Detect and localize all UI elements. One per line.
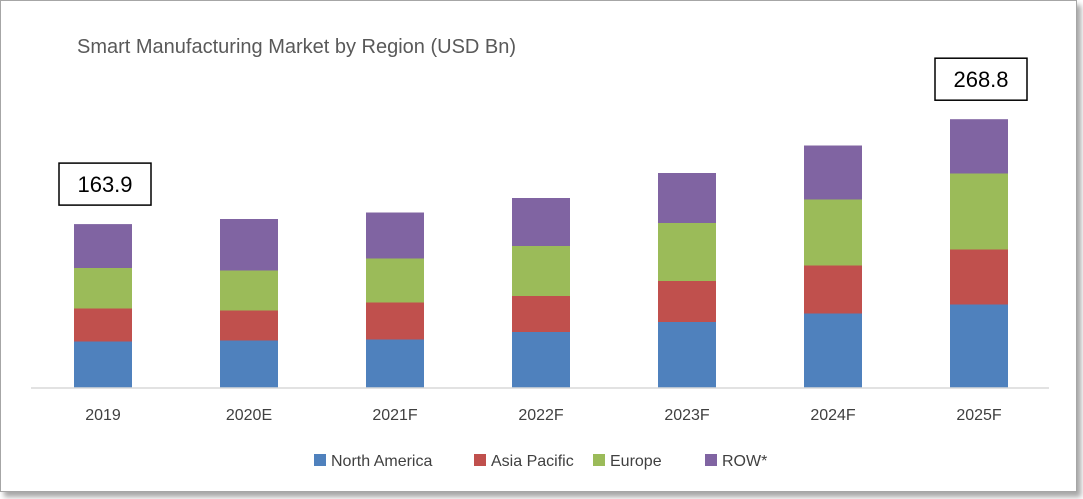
bar-north-america-2022f xyxy=(512,332,570,388)
ticks-layer: 2019 2020E 2021F 2022F 2023F 2024F 2025F xyxy=(85,407,1002,424)
bar-asia-pacific-2022f xyxy=(512,296,570,332)
x-tick-label: 2024F xyxy=(810,407,856,424)
chart-svg: Smart Manufacturing Market by Region (US… xyxy=(31,36,1049,470)
legend-label-row: ROW* xyxy=(722,453,767,470)
callout-total-label: 163.9 xyxy=(77,172,132,197)
bar-asia-pacific-2020e xyxy=(220,310,278,341)
bar-north-america-2023f xyxy=(658,322,716,388)
bar-row-2025f xyxy=(950,119,1008,174)
bar-north-america-2020e xyxy=(220,340,278,388)
chart-title: Smart Manufacturing Market by Region (US… xyxy=(77,36,516,58)
bar-asia-pacific-2023f xyxy=(658,281,716,322)
bar-asia-pacific-2024f xyxy=(804,265,862,314)
legend-swatch-asia-pacific xyxy=(474,454,486,466)
bar-asia-pacific-2025f xyxy=(950,249,1008,305)
bar-europe-2023f xyxy=(658,223,716,281)
bar-row-2019 xyxy=(74,224,132,268)
x-tick-label: 2022F xyxy=(518,407,564,424)
callout-box xyxy=(58,162,152,206)
bar-row-2020e xyxy=(220,219,278,271)
bar-europe-2025f xyxy=(950,173,1008,250)
callout-total-label: 268.8 xyxy=(953,67,1008,92)
bar-north-america-2019 xyxy=(74,341,132,388)
legend-swatch-row xyxy=(705,454,717,466)
bar-north-america-2024f xyxy=(804,313,862,388)
bar-europe-2021f xyxy=(366,258,424,303)
legend-label-north-america: North America xyxy=(331,453,432,470)
x-tick-label: 2023F xyxy=(664,407,710,424)
bar-row-2024f xyxy=(804,145,862,200)
legend-label-europe: Europe xyxy=(610,453,662,470)
bar-europe-2024f xyxy=(804,199,862,266)
bar-asia-pacific-2019 xyxy=(74,308,132,342)
bar-north-america-2025f xyxy=(950,304,1008,388)
bar-row-2022f xyxy=(512,198,570,246)
legend-swatch-europe xyxy=(593,454,605,466)
callouts-layer: 163.9 268.8 xyxy=(58,57,1028,206)
bar-europe-2022f xyxy=(512,246,570,296)
bars-layer xyxy=(74,119,1008,388)
callout-box xyxy=(934,57,1028,101)
legend-swatch-north-america xyxy=(314,454,326,466)
x-tick-label: 2020E xyxy=(226,407,272,424)
legend-layer: North America Asia Pacific Europe ROW* xyxy=(314,453,767,470)
bar-row-2021f xyxy=(366,212,424,259)
bar-europe-2019 xyxy=(74,268,132,309)
bar-row-2023f xyxy=(658,173,716,223)
bar-asia-pacific-2021f xyxy=(366,302,424,340)
x-tick-label: 2021F xyxy=(372,407,418,424)
bar-north-america-2021f xyxy=(366,339,424,388)
x-tick-label: 2025F xyxy=(956,407,1002,424)
legend-label-asia-pacific: Asia Pacific xyxy=(491,453,574,470)
bar-europe-2020e xyxy=(220,270,278,311)
x-tick-label: 2019 xyxy=(85,407,121,424)
